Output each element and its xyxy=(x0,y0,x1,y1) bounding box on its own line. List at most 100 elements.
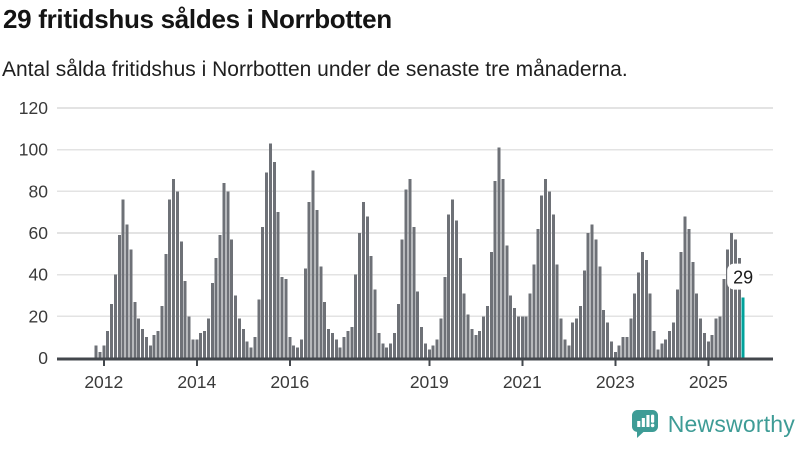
bar xyxy=(199,333,203,358)
bar xyxy=(392,333,396,358)
bar xyxy=(578,305,582,358)
bar xyxy=(613,351,617,358)
bar xyxy=(268,143,272,358)
bar xyxy=(470,328,474,358)
bar xyxy=(265,172,269,358)
bar xyxy=(458,258,462,358)
bar xyxy=(683,216,687,358)
bar xyxy=(334,339,338,358)
bar xyxy=(648,293,652,358)
bar xyxy=(156,330,160,358)
bar xyxy=(303,268,307,358)
bar xyxy=(687,228,691,358)
bar xyxy=(551,214,555,358)
y-axis-tick-label: 100 xyxy=(19,140,48,160)
bar xyxy=(423,343,427,358)
bar xyxy=(106,330,110,358)
highlight-label: 29 xyxy=(733,268,753,288)
bar xyxy=(237,318,241,358)
x-axis-tick-label: 2025 xyxy=(689,372,728,392)
bar xyxy=(389,343,393,358)
bar xyxy=(656,349,660,358)
highlighted-bar xyxy=(741,297,745,358)
bar xyxy=(524,316,528,358)
bar xyxy=(431,345,435,358)
bar xyxy=(292,345,296,358)
bar xyxy=(474,335,478,358)
chart-title: 29 fritidshus såldes i Norrbotten xyxy=(3,4,392,34)
bar xyxy=(427,349,431,358)
bar xyxy=(319,266,323,358)
bar xyxy=(346,330,350,358)
bar xyxy=(148,345,152,358)
bar xyxy=(129,249,133,358)
bar xyxy=(113,274,117,358)
bar xyxy=(412,226,416,358)
bar xyxy=(276,212,280,358)
bar xyxy=(404,189,408,358)
bar xyxy=(466,314,470,358)
bar xyxy=(536,228,540,358)
bar xyxy=(567,345,571,358)
bar xyxy=(299,339,303,358)
bar xyxy=(330,333,334,358)
bar xyxy=(594,239,598,358)
bar xyxy=(288,337,292,358)
bar xyxy=(230,239,234,358)
bar xyxy=(141,328,145,358)
bar xyxy=(617,345,621,358)
bar xyxy=(377,333,381,358)
y-axis-tick-label: 120 xyxy=(19,98,48,118)
bar xyxy=(110,303,114,358)
bar xyxy=(396,303,400,358)
bar xyxy=(125,224,129,358)
bar xyxy=(408,178,412,358)
bar xyxy=(516,316,520,358)
bar xyxy=(485,305,489,358)
bar xyxy=(117,235,121,358)
bar xyxy=(210,283,214,358)
x-axis-tick-label: 2019 xyxy=(410,372,449,392)
bar xyxy=(520,316,524,358)
bar xyxy=(451,199,455,358)
bar xyxy=(311,170,315,358)
bar xyxy=(637,272,641,358)
x-axis-tick-label: 2021 xyxy=(503,372,542,392)
bar xyxy=(447,214,451,358)
bar xyxy=(206,318,210,358)
bar xyxy=(323,301,327,358)
bar xyxy=(699,318,703,358)
bar xyxy=(420,326,424,358)
bar xyxy=(505,245,509,358)
bar xyxy=(222,183,226,358)
bar xyxy=(253,337,257,358)
bar xyxy=(369,255,373,358)
newsworthy-logo-icon xyxy=(631,410,658,438)
bar xyxy=(241,328,245,358)
bar xyxy=(563,339,567,358)
bar xyxy=(280,276,284,358)
bar xyxy=(121,199,125,358)
bar xyxy=(381,343,385,358)
bar xyxy=(737,258,741,358)
bar xyxy=(482,316,486,358)
bar xyxy=(226,191,230,358)
x-axis-tick-label: 2014 xyxy=(177,372,216,392)
bar xyxy=(435,339,439,358)
bar xyxy=(296,347,300,358)
bar xyxy=(702,333,706,358)
bar xyxy=(400,239,404,358)
bar xyxy=(710,335,714,358)
bar xyxy=(660,343,664,358)
bar xyxy=(640,251,644,358)
bar xyxy=(327,328,331,358)
bar xyxy=(547,191,551,358)
bar xyxy=(501,178,505,358)
bar xyxy=(559,318,563,358)
bar xyxy=(726,249,730,358)
bar xyxy=(718,316,722,358)
bar xyxy=(342,337,346,358)
bar xyxy=(462,293,466,358)
bar xyxy=(350,326,354,358)
bar xyxy=(695,293,699,358)
